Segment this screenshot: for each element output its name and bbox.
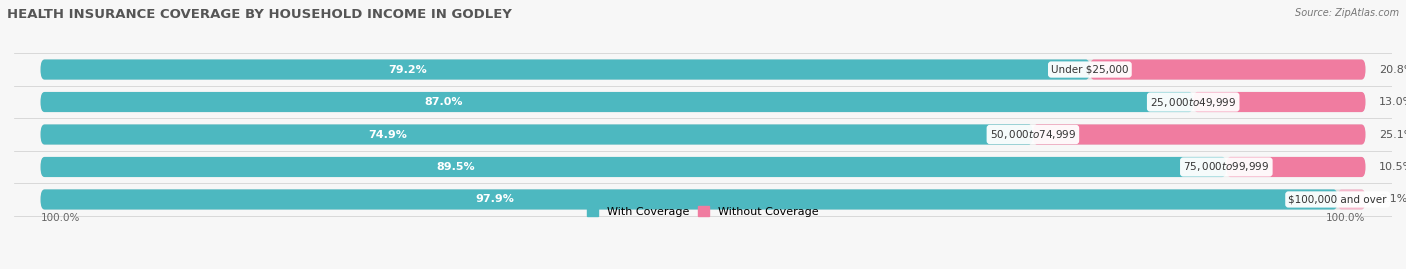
Text: 97.9%: 97.9%	[475, 194, 515, 204]
FancyBboxPatch shape	[41, 157, 1226, 177]
FancyBboxPatch shape	[1033, 125, 1365, 144]
Text: HEALTH INSURANCE COVERAGE BY HOUSEHOLD INCOME IN GODLEY: HEALTH INSURANCE COVERAGE BY HOUSEHOLD I…	[7, 8, 512, 21]
FancyBboxPatch shape	[1337, 189, 1365, 210]
Text: 2.1%: 2.1%	[1379, 194, 1406, 204]
Text: 100.0%: 100.0%	[41, 213, 80, 223]
FancyBboxPatch shape	[41, 125, 1033, 144]
FancyBboxPatch shape	[41, 189, 1337, 210]
FancyBboxPatch shape	[1226, 157, 1365, 177]
Text: 13.0%: 13.0%	[1379, 97, 1406, 107]
Text: $25,000 to $49,999: $25,000 to $49,999	[1150, 95, 1236, 108]
Text: 100.0%: 100.0%	[1326, 213, 1365, 223]
FancyBboxPatch shape	[41, 59, 1365, 80]
Text: 89.5%: 89.5%	[436, 162, 475, 172]
Text: 74.9%: 74.9%	[368, 129, 408, 140]
Text: 10.5%: 10.5%	[1379, 162, 1406, 172]
FancyBboxPatch shape	[41, 92, 1194, 112]
FancyBboxPatch shape	[41, 157, 1365, 177]
FancyBboxPatch shape	[1090, 59, 1365, 80]
FancyBboxPatch shape	[41, 59, 1090, 80]
Text: $50,000 to $74,999: $50,000 to $74,999	[990, 128, 1076, 141]
Text: 79.2%: 79.2%	[388, 65, 427, 75]
Text: 20.8%: 20.8%	[1379, 65, 1406, 75]
Text: Source: ZipAtlas.com: Source: ZipAtlas.com	[1295, 8, 1399, 18]
FancyBboxPatch shape	[41, 189, 1365, 210]
FancyBboxPatch shape	[41, 92, 1365, 112]
Text: $100,000 and over: $100,000 and over	[1288, 194, 1386, 204]
Text: 87.0%: 87.0%	[425, 97, 463, 107]
Text: $75,000 to $99,999: $75,000 to $99,999	[1184, 161, 1270, 174]
Legend: With Coverage, Without Coverage: With Coverage, Without Coverage	[588, 206, 818, 217]
FancyBboxPatch shape	[41, 125, 1365, 144]
Text: Under $25,000: Under $25,000	[1052, 65, 1129, 75]
FancyBboxPatch shape	[1194, 92, 1365, 112]
Text: 25.1%: 25.1%	[1379, 129, 1406, 140]
